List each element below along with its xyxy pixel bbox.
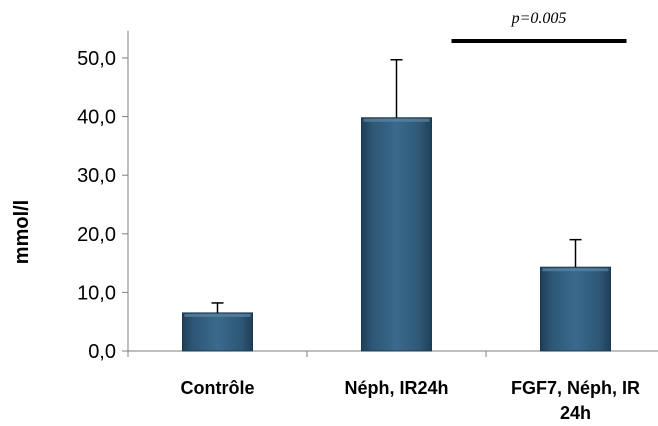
y-tick-label: 0,0 xyxy=(88,341,116,363)
y-tick-label: 20,0 xyxy=(77,224,116,246)
error-bars xyxy=(211,59,582,313)
x-category-label: Contrôle xyxy=(181,378,255,398)
axis-labels: 0,0 10,0 20,0 30,0 40,0 50,0 Contrôle Néph, IR2… xyxy=(77,48,640,423)
bar-2 xyxy=(540,266,611,352)
p-value-label: p=0.005 xyxy=(511,10,567,27)
bar-highlight xyxy=(184,313,251,317)
x-category-label: Néph, IR24h xyxy=(344,378,448,398)
bar-highlight xyxy=(542,268,609,272)
x-category-label-line: 24h xyxy=(560,403,591,423)
x-category-label-line: Contrôle xyxy=(181,378,255,398)
x-category-label-line: FGF7, Néph, IR xyxy=(511,378,640,398)
x-category-label: FGF7, Néph, IR 24h xyxy=(511,378,640,423)
y-axis-label: mmol/l xyxy=(11,200,33,264)
bar-1 xyxy=(361,117,432,352)
significance-annotation: p=0.005 xyxy=(451,10,627,43)
bar-0 xyxy=(182,312,253,352)
y-tick-label: 40,0 xyxy=(77,107,116,129)
bar-highlight xyxy=(363,118,430,122)
x-category-label-line: Néph, IR24h xyxy=(344,378,448,398)
bars xyxy=(182,117,611,352)
y-tick-label: 30,0 xyxy=(77,165,116,187)
y-tick-label: 50,0 xyxy=(77,48,116,70)
y-tick-label: 10,0 xyxy=(77,282,116,304)
